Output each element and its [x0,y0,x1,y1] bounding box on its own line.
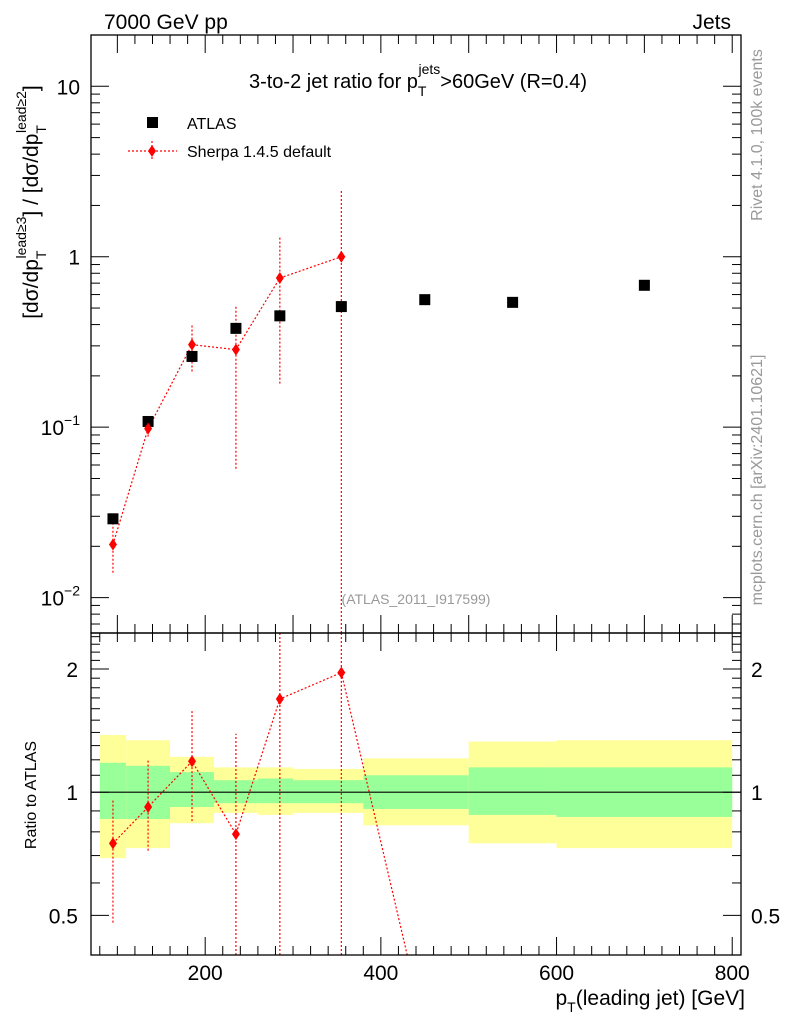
ratio-xtick-label: 600 [539,962,574,985]
ratio-sherpa-point [144,801,153,814]
legend-sherpa-label: Sherpa 1.4.5 default [187,144,332,161]
atlas-data-point [507,296,519,308]
sherpa-data-point [231,343,240,356]
source-label: mcplots.cern.ch [arXiv:2401.10621] [749,355,766,606]
sherpa-data-point [188,338,197,351]
xlabel: pT(leading jet) [GeV] [555,987,745,1015]
ratio-ytick-label-right: 2 [751,659,763,682]
header-process: Jets [692,11,731,34]
ratio-ytick-label-left: 1 [66,782,78,805]
ratio-xtick-label: 400 [363,962,398,985]
ratio-ytick-label-left: 0.5 [49,905,78,928]
sherpa-data-point [108,538,117,551]
main-ytick-label: 10−1 [41,412,81,440]
ratio-sherpa-point [188,755,197,768]
ratio-sherpa-point [108,837,117,850]
ratio-green-band [170,772,214,808]
main-error-bars [112,190,342,633]
legend-atlas-label: ATLAS [187,116,237,133]
ratio-xtick-label: 800 [715,962,750,985]
atlas-data-point [107,513,119,525]
header-energy: 7000 GeV pp [104,11,228,34]
ratio-ylabel: Ratio to ATLAS [23,741,40,849]
main-ytick-label: 1 [68,247,80,270]
atlas-data-point [335,301,347,313]
rivet-label: Rivet 4.1.0, 100k events [749,49,766,221]
atlas-data-point [274,310,286,322]
atlas-data-point [186,350,198,362]
main-mc-line [112,256,342,545]
ratio-green-band [257,778,294,804]
atlas-data-point [142,415,154,427]
ratio-data-points [108,666,346,850]
sherpa-data-point [275,272,284,285]
sherpa-line [112,256,342,545]
ratio-ytick-label-right: 1 [751,782,763,805]
ratio-sherpa-point [337,666,346,679]
ratio-sherpa-point [275,692,284,705]
ratio-uncertainty-bands [99,734,733,859]
ratio-axis-ticks [91,633,741,956]
main-ytick-label: 10−2 [41,583,81,611]
ratio-sherpa-point [231,828,240,841]
main-axis-ticks [91,34,741,633]
atlas-data-point [230,322,242,334]
sherpa-data-point [144,422,153,435]
ratio-xtick-label: 200 [188,962,223,985]
atlas-data-point [638,279,650,291]
sherpa-data-point [337,250,346,263]
legend-atlas-marker [147,117,158,128]
main-ylabel: [dσ/dpTlead≥3] / [dσ/dpTlead≥2] [13,85,49,319]
legend: ATLAS Sherpa 1.4.5 default [128,116,332,161]
atlas-data-point [419,294,431,306]
analysis-watermark: (ATLAS_2011_I917599) [342,591,491,607]
ratio-tick-labels: 0.5 0.5 1 1 2 2 200 400 600 800 [49,659,780,985]
main-ytick-label: 10 [57,76,80,99]
main-data-points [107,250,650,551]
ratio-ytick-label-right: 0.5 [751,905,780,928]
ratio-ytick-label-left: 2 [66,659,78,682]
main-tick-labels: 10−2 10−1 1 10 [41,76,81,610]
ratio-green-band [468,767,557,815]
legend-sherpa-marker [148,145,156,157]
chart-title: 3-to-2 jet ratio for pTjets>60GeV (R=0.4… [249,61,587,99]
